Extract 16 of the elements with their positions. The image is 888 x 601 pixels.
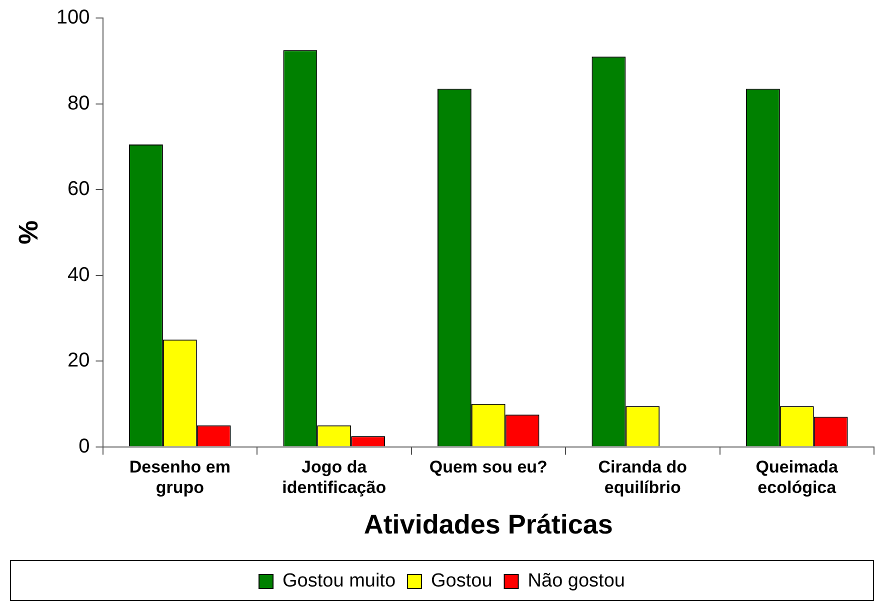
x-axis-title: Atividades Práticas [364,509,613,540]
x-tick-label: Desenho em grupo [129,458,230,498]
y-tick-label: 0 [78,435,90,458]
y-tick-label: 100 [56,6,90,29]
x-tick-label: Jogo da identificação [282,458,386,498]
legend-label: Gostou [431,570,492,592]
y-tick-label: 20 [68,350,90,372]
y-tick-label: 40 [68,264,90,286]
x-tick-label: Queimada ecológica [756,458,839,498]
y-axis-title: % [14,220,44,244]
x-tick-label: Quem sou eu? [429,458,548,477]
y-tick-label: 60 [68,178,90,200]
legend-label: Não gostou [528,570,625,592]
legend-label: Gostou muito [282,570,396,592]
y-tick-label: 80 [68,92,90,114]
x-tick-label: Ciranda do equilíbrio [598,458,688,498]
